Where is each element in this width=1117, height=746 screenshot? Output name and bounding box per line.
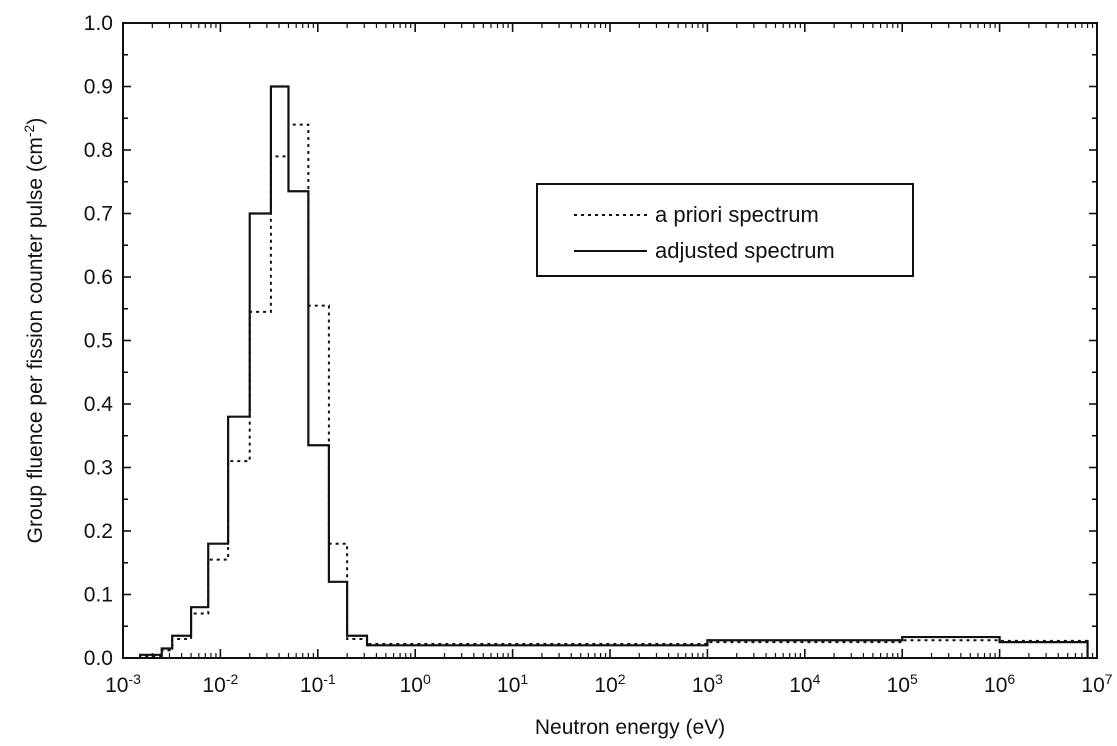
y-axis-title: Group fluence per fission counter pulse … [21,118,47,544]
x-tick-label: 107 [1081,671,1112,697]
y-tick-label: 0.8 [84,139,113,162]
y-tick-label: 0.0 [84,647,113,670]
y-tick-label: 0.7 [84,203,113,226]
legend-label-adjusted: adjusted spectrum [655,238,835,263]
x-tick-labels: 10-3 10-2 10-1 100 101 102 103 104 105 106 107 [105,671,1113,697]
x-tick-label: 102 [594,671,625,697]
y-tick-label: 0.6 [84,266,113,289]
legend: a priori spectrum adjusted spectrum [536,183,914,277]
x-tick-label: 10-1 [300,671,336,697]
y-tick-label: 0.4 [84,393,114,416]
series-adjusted-line [139,85,1089,658]
series-layer [139,85,1089,658]
legend-box [536,183,914,277]
plot-frame [122,22,1098,659]
y-axis-title-text: Group fluence per fission counter pulse … [24,137,47,543]
y-tick-label: 0.2 [84,520,113,543]
x-tick-label: 106 [984,671,1015,697]
legend-label-a-priori: a priori spectrum [655,202,819,227]
x-tick-label: 101 [497,671,528,697]
y-axis-title-unit-power: -2 [21,124,37,137]
y-tick-label: 0.3 [84,457,113,480]
y-axis-title-close: ) [24,118,47,125]
x-tick-label: 104 [789,671,820,697]
x-tick-label: 10-3 [105,671,141,697]
y-tick-label: 0.1 [84,584,113,607]
x-tick-label: 10-2 [202,671,238,697]
x-axis-title: Neutron energy (eV) [535,716,725,739]
x-tick-label: 103 [692,671,723,697]
y-tick-label: 0.5 [84,330,113,353]
x-tick-label: 105 [887,671,918,697]
y-tick-labels: 0.0 0.1 0.2 0.3 0.4 0.5 0.6 0.7 0.8 0.9 1.0 [84,12,114,670]
y-tick-label: 1.0 [84,12,113,35]
x-tick-label: 100 [400,671,431,697]
y-tick-label: 0.9 [84,76,113,99]
tick-marks [122,22,1098,659]
